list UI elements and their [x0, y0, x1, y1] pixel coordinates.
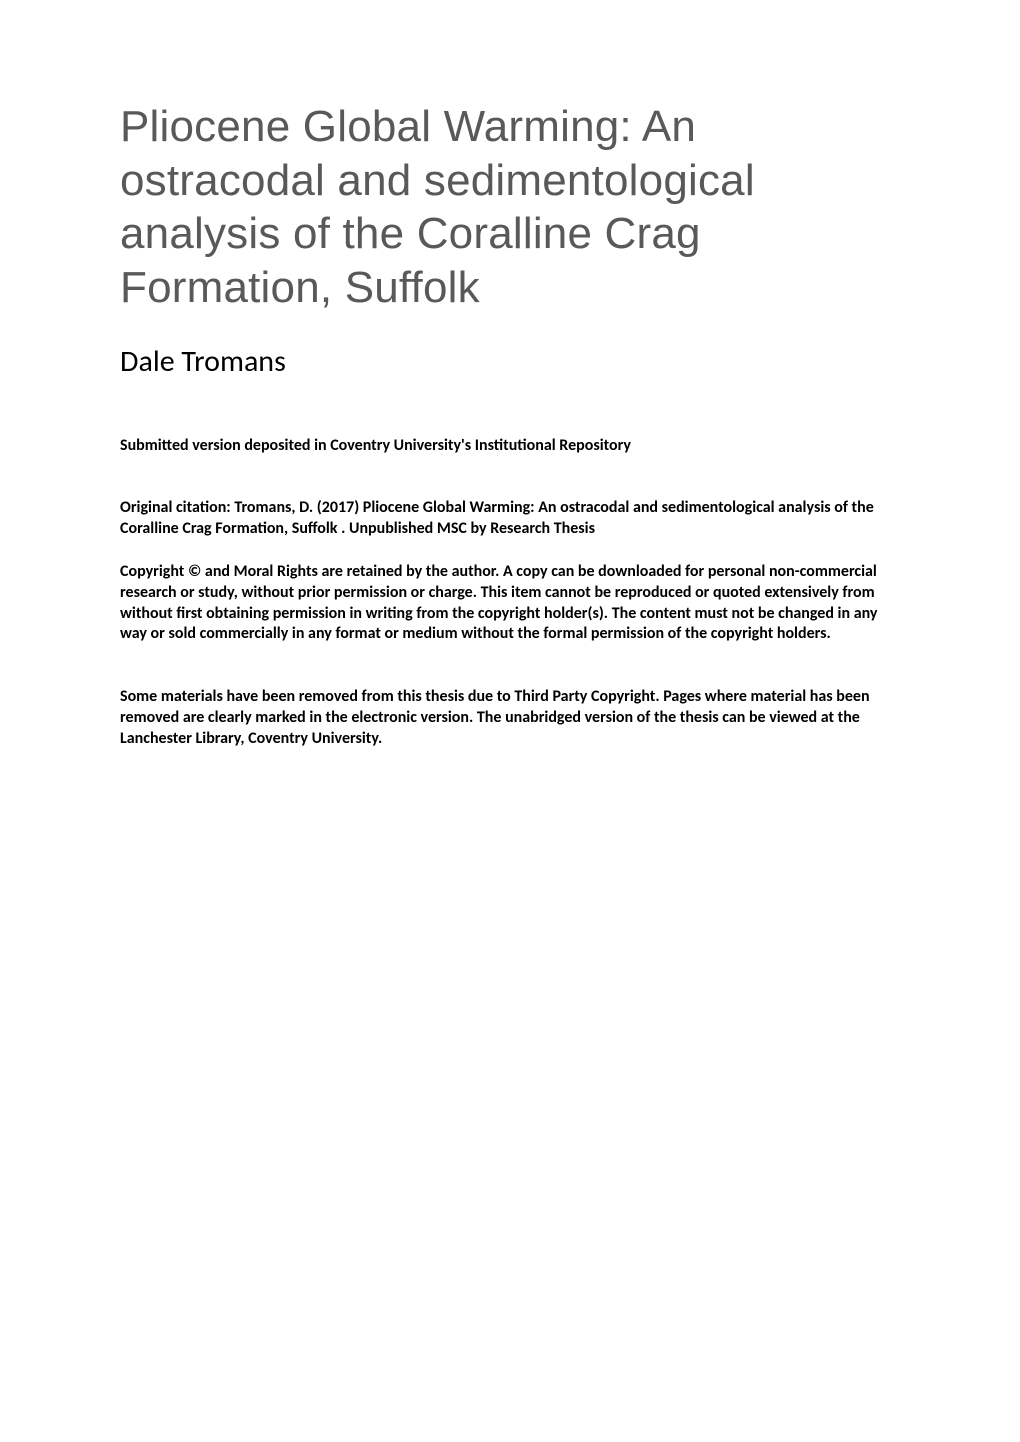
original-citation: Original citation: Tromans, D. (2017) Pl…: [120, 498, 900, 540]
materials-removal-notice: Some materials have been removed from th…: [120, 687, 900, 749]
author-name: Dale Tromans: [120, 343, 900, 380]
page-container: Pliocene Global Warming: An ostracodal a…: [0, 0, 1020, 1442]
copyright-statement: Copyright © and Moral Rights are retaine…: [120, 562, 900, 645]
deposit-statement: Submitted version deposited in Coventry …: [120, 436, 900, 457]
thesis-title: Pliocene Global Warming: An ostracodal a…: [120, 100, 900, 315]
